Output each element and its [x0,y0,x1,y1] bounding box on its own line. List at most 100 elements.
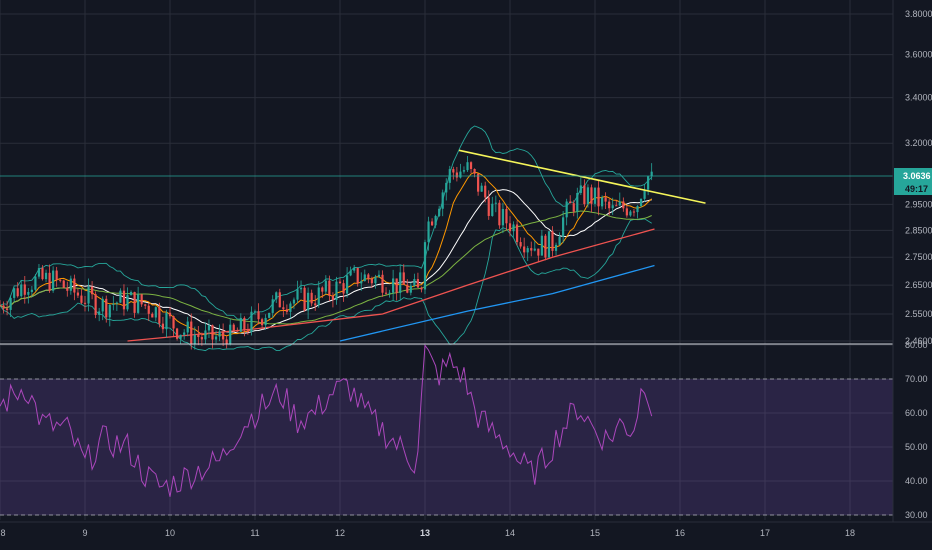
candle-down [338,281,342,284]
candle-down [303,287,306,311]
candle-up [466,162,469,171]
candle-up [441,192,444,209]
candle-up [20,284,23,297]
bollinger-lower [0,218,652,352]
candle-down [473,168,476,174]
time-tick-label: 14 [505,528,515,538]
candle-up [119,290,122,303]
candle-up [239,317,242,332]
candle-down [321,287,324,292]
time-tick-label: 12 [335,528,345,538]
candle-down [62,280,65,288]
candle-down [222,331,225,340]
candle-down [55,270,58,280]
candle-up [27,291,30,295]
candle-down [133,291,136,313]
candle-up [494,202,497,204]
candle-up [271,299,274,313]
ma-green [0,210,652,325]
candle-up [438,208,441,216]
rsi-tick-label: 50.00 [905,442,928,452]
candle-down [73,278,76,293]
candle-up [9,297,12,310]
candle-down [515,224,519,243]
candle-down [236,330,239,332]
candle-down [158,307,161,324]
candle-up [558,236,561,245]
candle-down [420,287,423,290]
candle-up [618,201,621,206]
candle-up [647,176,650,190]
candle-down [278,292,281,308]
candle-down [197,334,200,338]
rsi-tick-label: 40.00 [905,476,928,486]
candle-up [126,295,129,310]
candle-down [484,185,487,198]
candle-down [523,246,526,253]
candle-down [597,187,600,207]
candle-up [540,235,543,256]
trendline[interactable] [458,149,706,204]
candle-down [246,330,250,332]
candle-down [615,205,618,207]
candle-down [122,290,126,310]
rsi-tick-label: 30.00 [905,510,928,520]
countdown-tag [894,182,932,196]
candle-up [335,281,338,300]
candle-up [129,291,133,296]
time-tick-label: 13 [420,528,430,538]
candle-down [505,208,508,224]
candle-up [611,205,614,209]
price-axis[interactable]: 3.8000 3.6000 3.4000 3.2000 2.9500 2.8500 2.75… [892,0,932,550]
current-price-label: 3.0636 [903,171,931,181]
candle-up [275,292,278,300]
candle-down [455,172,458,178]
candle-down [632,211,636,213]
candle-down [94,294,97,315]
candle-up [137,294,140,313]
candle-down [257,311,260,320]
candle-up [115,302,118,304]
candle-up [13,288,16,298]
candle-up [186,321,189,333]
candle-down [232,324,235,331]
candle-down [367,274,370,279]
time-axis[interactable]: 8 9 10 11 12 13 14 15 16 17 18 [0,521,932,550]
rsi-tick-label: 80.00 [905,340,928,350]
rsi-line [0,344,653,497]
rsi-tick-label: 70.00 [905,374,928,384]
candle-down [285,309,288,312]
time-tick-label: 8 [0,528,5,538]
candle-down [569,201,572,204]
candle-up [250,311,253,332]
candle-down [211,325,214,340]
candle-down [519,242,522,247]
candle-up [299,287,303,290]
candle-down [0,305,2,307]
time-tick-label: 16 [675,528,685,538]
candle-down [608,201,611,209]
candle-up [253,311,257,313]
candle-down [430,221,434,226]
candle-down [190,321,193,344]
candle-down [48,272,51,291]
candle-up [363,274,366,282]
candle-up [434,215,437,226]
candle-up [374,276,377,284]
price-tick-label: 3.4000 [905,93,932,103]
candle-up [533,248,536,251]
candle-up [353,268,356,271]
candle-down [416,279,420,288]
candle-up [423,242,427,290]
candle-down [604,197,607,202]
candle-up [629,211,632,216]
candle-down [477,173,480,192]
candle-up [268,312,271,318]
candle-down [370,278,373,284]
candle-up [643,189,646,199]
candle-up [154,307,157,318]
candle-down [406,284,409,293]
candle-up [636,206,639,213]
